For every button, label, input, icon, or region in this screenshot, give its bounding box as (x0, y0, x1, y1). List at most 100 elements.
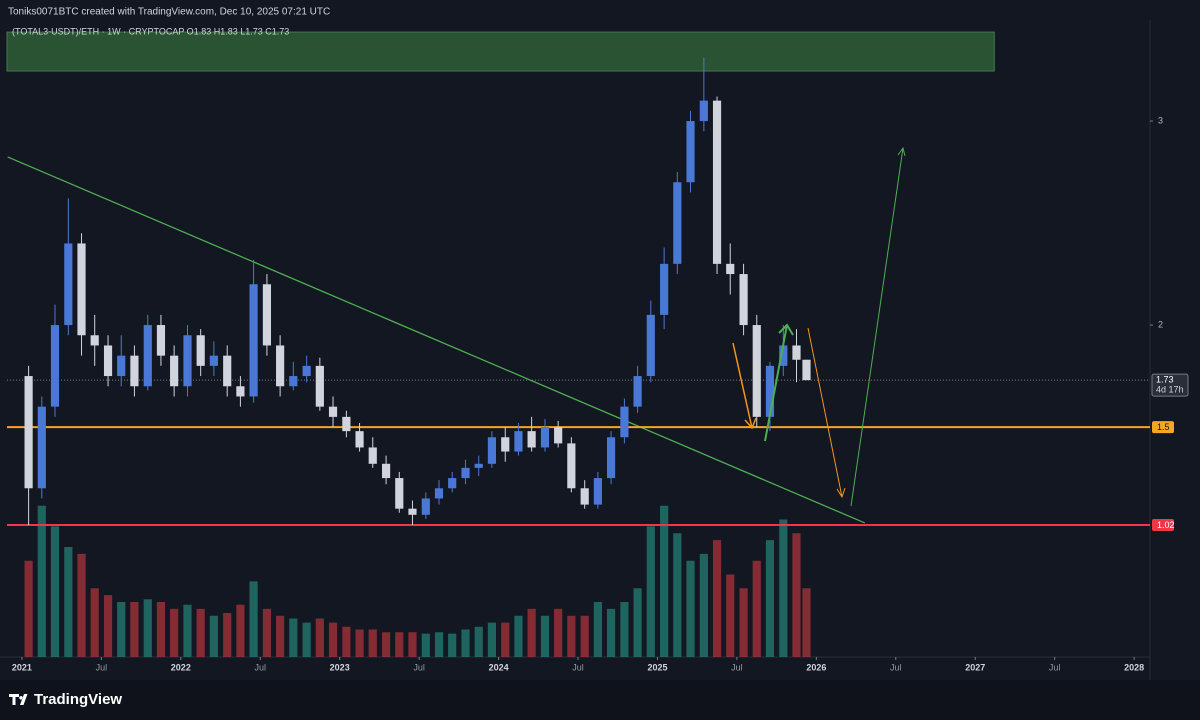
x-tick-label: Jul (890, 662, 902, 672)
volume-bar (342, 626, 351, 657)
candle-body (117, 355, 126, 377)
candle-body (686, 121, 695, 183)
volume-bar (686, 560, 695, 657)
candle-body (90, 335, 99, 346)
level-label: 1.02 (1157, 520, 1175, 530)
candle-body (156, 325, 166, 356)
candle-body (765, 365, 775, 417)
volume-bar (699, 553, 708, 657)
volume-bar (355, 629, 364, 657)
brand: TradingView (34, 691, 122, 708)
volume-bar (276, 615, 285, 657)
x-tick-label: 2025 (647, 662, 667, 672)
volume-bar (726, 574, 735, 657)
volume-bar (90, 588, 99, 657)
candle-body (567, 443, 576, 489)
x-tick-label: 2026 (806, 662, 826, 672)
volume-bar (368, 629, 377, 657)
volume-bar (289, 618, 298, 657)
volume-bar (236, 604, 245, 657)
candle-body (461, 467, 470, 479)
volume-bar (183, 604, 192, 657)
candle-body (249, 284, 258, 397)
volume-bar (567, 615, 576, 657)
logo-mark (9, 694, 28, 705)
x-tick-label: 2028 (1124, 662, 1144, 672)
volume-bar (156, 602, 166, 657)
volume-bar (434, 632, 444, 657)
header: Toniks0071BTC created with TradingView.c… (8, 7, 330, 18)
legend: (TOTAL3-USDT)/ETH · 1W · CRYPTOCAP O1.83… (12, 26, 289, 36)
candle-body (779, 345, 788, 366)
trendline (7, 156, 866, 524)
arrow-up (850, 146, 906, 507)
volume-bar (673, 533, 682, 657)
volume-bar (24, 560, 33, 657)
x-tick-label: 2022 (171, 662, 191, 672)
volume-bar (514, 615, 523, 657)
volume-bar (802, 588, 811, 657)
arrow-down (732, 342, 757, 430)
candle-body (633, 376, 642, 407)
volume-bar (302, 622, 311, 657)
volume-bar (209, 615, 218, 657)
volume-bar (580, 615, 589, 657)
candle-body (501, 437, 510, 452)
candle-body (289, 376, 298, 387)
volume-bar (606, 608, 616, 657)
candle-body (434, 488, 444, 499)
x-tick-label: 2024 (489, 662, 509, 672)
candle-body (448, 478, 457, 489)
candle-body (739, 274, 748, 326)
volume-bar (421, 633, 430, 657)
arrow-down (807, 327, 846, 499)
volume-bar (752, 560, 761, 657)
candle-body (620, 406, 629, 438)
volume-bar (779, 519, 788, 657)
volume-bar (646, 526, 655, 657)
candle-body (382, 463, 391, 479)
volume-bar (593, 602, 602, 657)
volume-bar (527, 608, 536, 657)
level-label: 1.5 (1157, 422, 1170, 432)
candle-body (580, 488, 589, 505)
candle-body (752, 325, 761, 417)
candle-body (554, 427, 563, 444)
resistance-zone (6, 31, 995, 72)
candle-body (593, 478, 602, 505)
candle-body (328, 406, 338, 417)
x-tick-label: Jul (255, 662, 267, 672)
candle-body (37, 406, 46, 489)
footer-bar (0, 680, 1200, 720)
candle-body (802, 359, 811, 381)
last-price-label: 1.73 (1156, 375, 1174, 385)
level-tag (1152, 518, 1174, 531)
volume-bar (448, 633, 457, 657)
volume-bar (408, 632, 417, 657)
candle-body (712, 100, 722, 264)
candle-body (606, 437, 616, 479)
candle-body (262, 284, 272, 346)
volume-bar (501, 622, 510, 657)
candle-body (368, 447, 377, 464)
volume-bar (50, 526, 60, 657)
x-tick-label: 2027 (965, 662, 985, 672)
annotations (732, 146, 906, 507)
y-tick-label: 2 (1158, 319, 1163, 329)
candle-body (792, 345, 801, 360)
x-tick-label: 2021 (12, 662, 32, 672)
candle-body (421, 498, 430, 515)
x-tick-label: Jul (96, 662, 108, 672)
arrow-up (764, 323, 794, 442)
candle-body (474, 463, 483, 468)
volume-bar (170, 608, 179, 657)
volume-bar (77, 553, 86, 657)
volume-bar (262, 608, 272, 657)
volume-bar (328, 622, 338, 657)
volume-bar (620, 602, 629, 657)
last-price-tag (1151, 373, 1189, 397)
candle-body (209, 355, 218, 366)
volume-bar (792, 533, 801, 657)
candle-body (302, 365, 311, 377)
